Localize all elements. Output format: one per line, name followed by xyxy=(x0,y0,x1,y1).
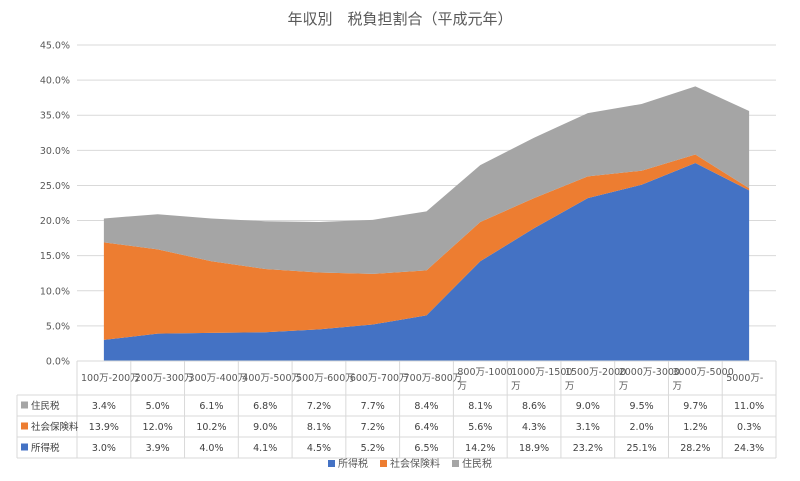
data-cell: 10.2% xyxy=(196,422,226,433)
table-legend-key xyxy=(21,422,28,430)
category-label: 800万-1000 xyxy=(457,367,512,378)
data-cell: 5.6% xyxy=(468,422,492,433)
data-cell: 0.3% xyxy=(737,422,761,433)
data-cell: 13.9% xyxy=(89,422,119,433)
data-cell: 7.2% xyxy=(361,422,385,433)
data-cell: 7.2% xyxy=(307,401,331,412)
data-cell: 8.4% xyxy=(414,401,438,412)
data-cell: 7.7% xyxy=(361,401,385,412)
category-label: 1000万-1500 xyxy=(511,367,572,378)
data-cell: 18.9% xyxy=(519,443,549,454)
y-tick-label: 5.0% xyxy=(46,321,70,332)
category-label: 5000万- xyxy=(726,373,763,384)
legend-label: 所得税 xyxy=(338,457,368,470)
area-series-2 xyxy=(103,154,750,340)
data-cell: 2.0% xyxy=(630,422,654,433)
data-cell: 4.0% xyxy=(199,443,223,454)
y-tick-label: 35.0% xyxy=(40,111,70,122)
data-cell: 6.8% xyxy=(253,401,277,412)
category-label: 700万-800万 xyxy=(404,373,463,384)
data-cell: 9.7% xyxy=(683,401,707,412)
table-series-name: 住民税 xyxy=(31,400,60,412)
category-label: 600万-700万 xyxy=(350,373,409,384)
data-cell: 4.5% xyxy=(307,443,331,454)
data-cell: 12.0% xyxy=(143,422,173,433)
category-label: 万 xyxy=(457,381,467,392)
y-tick-label: 25.0% xyxy=(40,181,70,192)
y-tick-label: 20.0% xyxy=(40,216,70,227)
legend-key-3 xyxy=(452,460,459,467)
area-series-1 xyxy=(103,162,750,361)
table-legend-key xyxy=(21,401,28,409)
category-label: 100万-200万 xyxy=(81,373,140,384)
data-cell: 8.1% xyxy=(307,422,331,433)
area-layer xyxy=(103,86,750,361)
category-label: 万 xyxy=(672,381,682,392)
legend-key-1 xyxy=(328,460,335,467)
table-legend-key xyxy=(21,443,28,451)
data-cell: 8.1% xyxy=(468,401,492,412)
data-cell: 1.2% xyxy=(683,422,707,433)
data-cell: 5.0% xyxy=(146,401,170,412)
data-cell: 3.4% xyxy=(92,401,116,412)
data-cell: 6.4% xyxy=(414,422,438,433)
category-label: 200万-300万 xyxy=(135,373,194,384)
data-table: 100万-200万200万-300万300万-400万400万-500万500万… xyxy=(16,360,777,459)
data-cell: 9.0% xyxy=(253,422,277,433)
y-tick-label: 10.0% xyxy=(40,286,70,297)
data-cell: 5.2% xyxy=(361,443,385,454)
legend: 所得税 社会保険料 住民税 xyxy=(328,457,492,470)
data-cell: 3.9% xyxy=(146,443,170,454)
category-label: 3000万-5000 xyxy=(672,367,733,378)
data-cell: 3.1% xyxy=(576,422,600,433)
legend-label: 社会保険料 xyxy=(390,457,440,470)
data-cell: 8.6% xyxy=(522,401,546,412)
y-axis: 0.0% 5.0% 10.0% 15.0% 20.0% 25.0% 30.0% 35.0% 40… xyxy=(40,41,70,368)
data-cell: 9.0% xyxy=(576,401,600,412)
category-label: 2000万-3000 xyxy=(619,367,680,378)
data-cell: 25.1% xyxy=(626,443,656,454)
data-cell: 6.1% xyxy=(199,401,223,412)
y-tick-label: 45.0% xyxy=(40,41,70,52)
y-tick-label: 15.0% xyxy=(40,251,70,262)
legend-label: 住民税 xyxy=(462,457,492,470)
category-label: 500万-600万 xyxy=(296,373,355,384)
y-tick-label: 0.0% xyxy=(46,357,70,368)
data-cell: 14.2% xyxy=(465,443,495,454)
data-cell: 4.3% xyxy=(522,422,546,433)
category-label: 万 xyxy=(619,381,629,392)
table-series-name: 所得税 xyxy=(31,442,60,454)
data-cell: 28.2% xyxy=(680,443,710,454)
data-cell: 4.1% xyxy=(253,443,277,454)
data-cell: 6.5% xyxy=(414,443,438,454)
category-label: 1500万-2000 xyxy=(565,367,626,378)
y-tick-label: 40.0% xyxy=(40,76,70,87)
legend-key-2 xyxy=(380,460,387,467)
table-series-name: 社会保険料 xyxy=(31,421,79,433)
data-cell: 23.2% xyxy=(573,443,603,454)
area-series-3 xyxy=(103,86,750,274)
data-cell: 24.3% xyxy=(734,443,764,454)
y-tick-label: 30.0% xyxy=(40,146,70,157)
category-label: 万 xyxy=(565,381,575,392)
category-label: 300万-400万 xyxy=(189,373,248,384)
data-cell: 11.0% xyxy=(734,401,764,412)
data-cell: 3.0% xyxy=(92,443,116,454)
chart-title: 年収別 税負担割合（平成元年） xyxy=(287,10,512,28)
category-label: 万 xyxy=(511,381,521,392)
category-label: 400万-500万 xyxy=(242,373,301,384)
data-cell: 9.5% xyxy=(630,401,654,412)
